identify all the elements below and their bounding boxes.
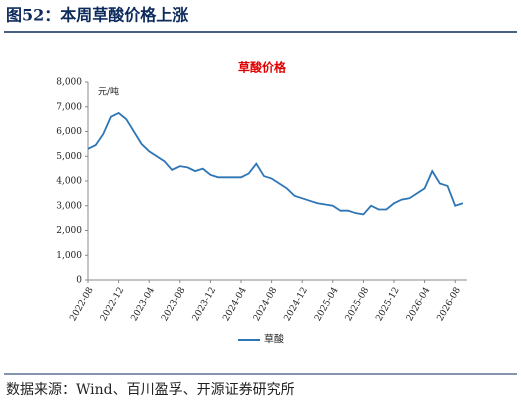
x-tick-label: 2022-12 <box>99 286 126 323</box>
x-tick-label: 2023-12 <box>191 286 218 323</box>
chart-title: 草酸价格 <box>238 60 287 75</box>
unit-label: 元/吨 <box>98 86 119 98</box>
figure-title: 图52：本周草酸价格上涨 <box>6 6 188 25</box>
x-tick-label: 2025-04 <box>313 286 340 324</box>
line <box>87 111 464 216</box>
x-tick-label: 2024-12 <box>283 286 310 323</box>
x-tick-label: 2024-04 <box>221 286 248 324</box>
y-tick-label: 0 <box>76 276 82 286</box>
y-tick-label: 2,000 <box>56 226 82 236</box>
y-tick-label: 6,000 <box>56 127 82 137</box>
x-tick-label: 2022-08 <box>68 286 95 324</box>
y-tick-label: 3,000 <box>56 201 82 211</box>
y-tick-label: 8,000 <box>56 78 82 88</box>
x-tick-label: 2025-12 <box>374 286 401 323</box>
source: 数据来源：Wind、百川盈孚、开源证券研究所 <box>6 382 295 398</box>
x-tick-label: 2024-08 <box>252 286 279 324</box>
x-tick-label: 2026-04 <box>405 286 432 324</box>
y-tick-label: 5,000 <box>56 152 82 162</box>
y-tick-label: 7,000 <box>56 102 82 112</box>
x-tick-label: 2026-08 <box>436 286 463 324</box>
y-tick-label: 4,000 <box>56 177 82 187</box>
x-tick-label: 2023-08 <box>160 286 187 324</box>
y-tick-label: 1,000 <box>56 251 82 261</box>
x-tick-label: 2023-04 <box>130 286 157 324</box>
x-tick-label: 2025-08 <box>344 286 371 324</box>
legend-label: 草酸 <box>264 333 284 346</box>
